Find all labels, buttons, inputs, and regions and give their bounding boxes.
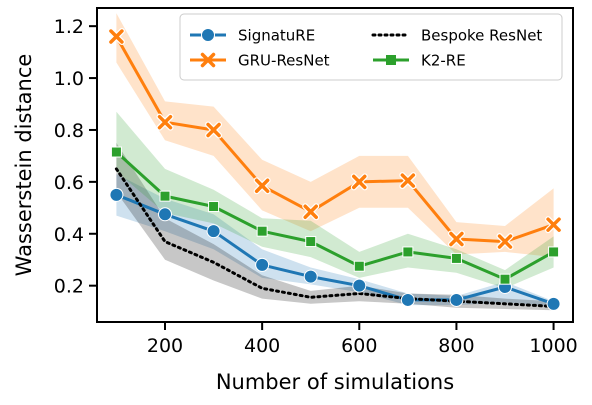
signature-point (449, 292, 464, 307)
k2-re-point (159, 190, 171, 202)
gru-resnet-point (205, 121, 223, 139)
signature-point (158, 207, 172, 222)
legend-label: GRU-ResNet (238, 52, 330, 70)
legend-item-gru-resnet: GRU-ResNet (190, 52, 330, 70)
gru-resnet-point (156, 113, 174, 131)
legend-marker (200, 52, 216, 68)
k2-re-point (353, 260, 365, 272)
y-tick-label: 0.6 (54, 172, 84, 194)
x-tick-label: 1000 (529, 335, 577, 357)
series-lines (114, 35, 556, 308)
gru-resnet-point (253, 177, 271, 195)
legend-label: Bespoke ResNet (421, 27, 542, 45)
y-tick-label: 0.2 (54, 276, 84, 298)
y-axis: 0.2 0.4 0.6 0.8 1.0 1.2 (54, 16, 97, 298)
x-tick-label: 600 (341, 335, 377, 357)
gru-resnet-point (302, 203, 320, 221)
gru-resnet-point (399, 172, 417, 190)
x-tick-label: 400 (244, 335, 280, 357)
legend-item-signature: SignatuRE (190, 27, 315, 45)
signature-point (255, 257, 270, 272)
bespoke-resnet-confidence-band (116, 142, 554, 311)
x-axis: 200 400 600 800 1000 (147, 322, 578, 357)
signature-point (303, 269, 318, 284)
k2-re-point (548, 246, 560, 258)
signature-line (115, 193, 555, 306)
signature-point (109, 187, 124, 202)
gru-resnet-point (496, 233, 514, 251)
signature-point (546, 296, 561, 311)
y-tick-label: 0.8 (54, 120, 84, 142)
legend-marker (386, 55, 396, 65)
signature-point (400, 292, 415, 307)
k2-re-point (208, 201, 220, 213)
bespoke-resnet-line (114, 167, 556, 308)
legend-label: SignatuRE (238, 27, 315, 45)
legend-item-bespoke-resnet: Bespoke ResNet (371, 27, 542, 45)
y-tick-label: 1.0 (54, 68, 84, 90)
legend: SignatuRE GRU-ResNet Bespoke ResNet K2-RE (179, 13, 563, 81)
legend-marker (201, 28, 215, 42)
k2-re-point (402, 246, 414, 258)
gru-resnet-point (107, 28, 125, 46)
gru-resnet-point (545, 216, 563, 234)
gru-resnet-confidence-band (116, 13, 554, 258)
k2-re-line (115, 150, 555, 281)
y-tick-label: 1.2 (54, 16, 84, 38)
gru-resnet-point (350, 173, 368, 191)
k2-re-point (256, 225, 268, 237)
k2-re-point (499, 273, 511, 285)
legend-box (179, 13, 563, 81)
x-axis-label: Number of simulations (216, 370, 454, 394)
signature-point (352, 278, 367, 293)
k2-re-point (110, 146, 122, 158)
gru-resnet-point (447, 230, 465, 248)
legend-item-k2-re: K2-RE (373, 52, 466, 70)
k2-re-point (450, 252, 462, 264)
x-tick-label: 200 (147, 335, 183, 357)
y-tick-label: 0.4 (54, 224, 84, 246)
series-markers (107, 28, 563, 311)
legend-label: K2-RE (421, 52, 466, 70)
k2-re-point (305, 236, 317, 248)
y-axis-label: Wasserstein distance (12, 54, 36, 277)
x-tick-label: 800 (438, 335, 474, 357)
signature-point (206, 224, 221, 239)
plot-frame (96, 7, 574, 323)
gru-resnet-line (115, 35, 555, 244)
